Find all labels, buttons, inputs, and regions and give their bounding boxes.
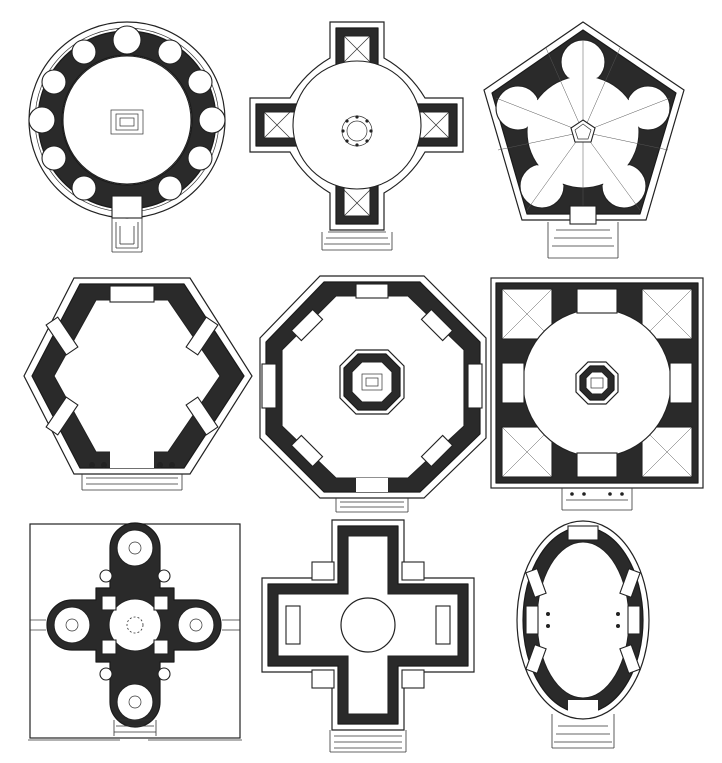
plan-oval	[516, 520, 650, 749]
plan-octagonal	[259, 275, 487, 513]
plan-hexagonal	[23, 277, 253, 491]
plan-greek-cross-domed	[261, 519, 475, 753]
plan-pentagonal	[483, 21, 685, 259]
plan-quatrefoil-in-square	[28, 522, 242, 741]
plan-square-with-octagon	[490, 277, 704, 511]
plan-circular	[28, 21, 226, 253]
plan-greek-cross-rotunda	[249, 21, 464, 251]
